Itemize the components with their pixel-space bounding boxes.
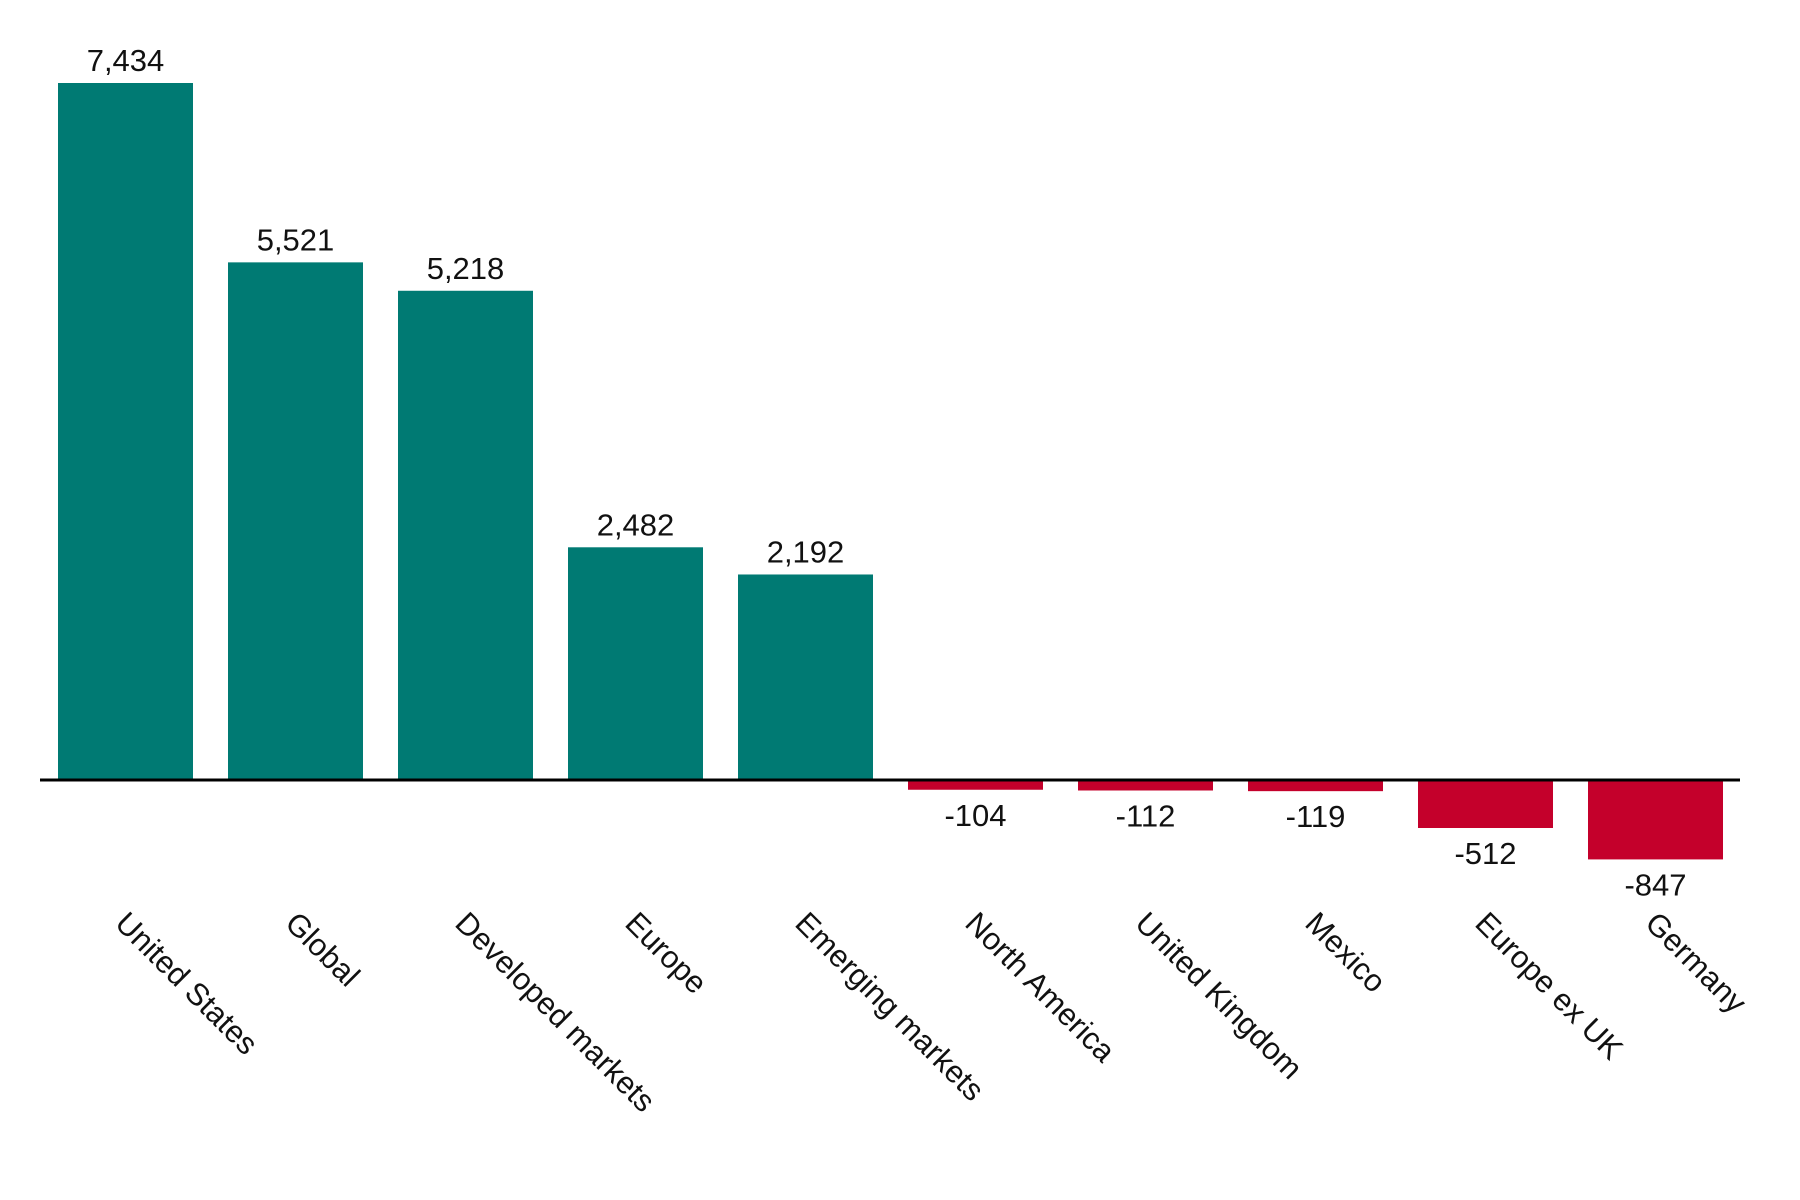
bar	[1078, 780, 1213, 791]
bar	[398, 290, 533, 780]
bar	[228, 262, 363, 780]
bar	[738, 574, 873, 780]
x-tick-label: Germany	[1639, 905, 1754, 1020]
bar	[1418, 780, 1553, 829]
x-tick-label: Europe ex UK	[1469, 905, 1630, 1066]
bar	[1588, 780, 1723, 860]
data-label: -847	[1624, 867, 1686, 902]
bar	[1248, 780, 1383, 792]
data-label: 5,218	[427, 251, 505, 286]
x-tick-label: United States	[109, 905, 265, 1061]
data-label: -119	[1286, 799, 1346, 834]
data-label: -112	[1116, 799, 1176, 834]
data-label: -104	[944, 798, 1006, 833]
bar	[568, 547, 703, 780]
x-tick-label: Mexico	[1299, 905, 1393, 999]
x-tick-label: North America	[959, 905, 1123, 1069]
x-tick-label: Global	[279, 905, 367, 993]
data-label: -512	[1454, 836, 1516, 871]
data-label: 5,521	[257, 222, 335, 257]
data-label: 7,434	[87, 43, 165, 78]
x-tick-label: Europe	[619, 905, 714, 1000]
data-label: 2,482	[597, 507, 675, 542]
data-label: 2,192	[767, 534, 845, 569]
bar	[58, 83, 193, 780]
x-tick-label: Emerging markets	[789, 905, 992, 1108]
bar	[908, 780, 1043, 790]
x-tick-label: United Kingdom	[1129, 905, 1310, 1086]
